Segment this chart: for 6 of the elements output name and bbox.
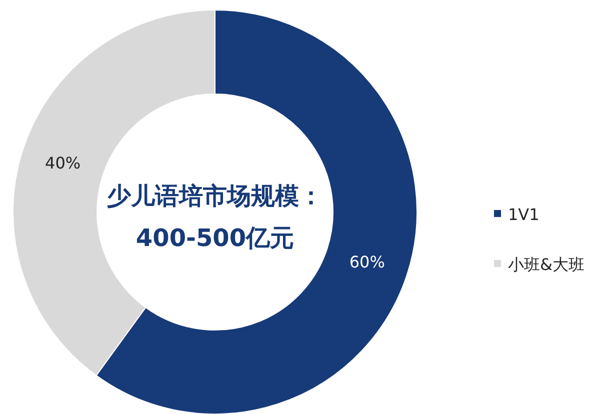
data-label: 40% — [45, 154, 81, 173]
data-label: 60% — [349, 252, 385, 272]
legend-label: 小班&大班 — [508, 255, 584, 274]
text: 400-500亿元 — [136, 224, 294, 252]
legend-label: 1V1 — [508, 205, 540, 224]
text: 少儿语培市场规模： — [107, 182, 323, 210]
